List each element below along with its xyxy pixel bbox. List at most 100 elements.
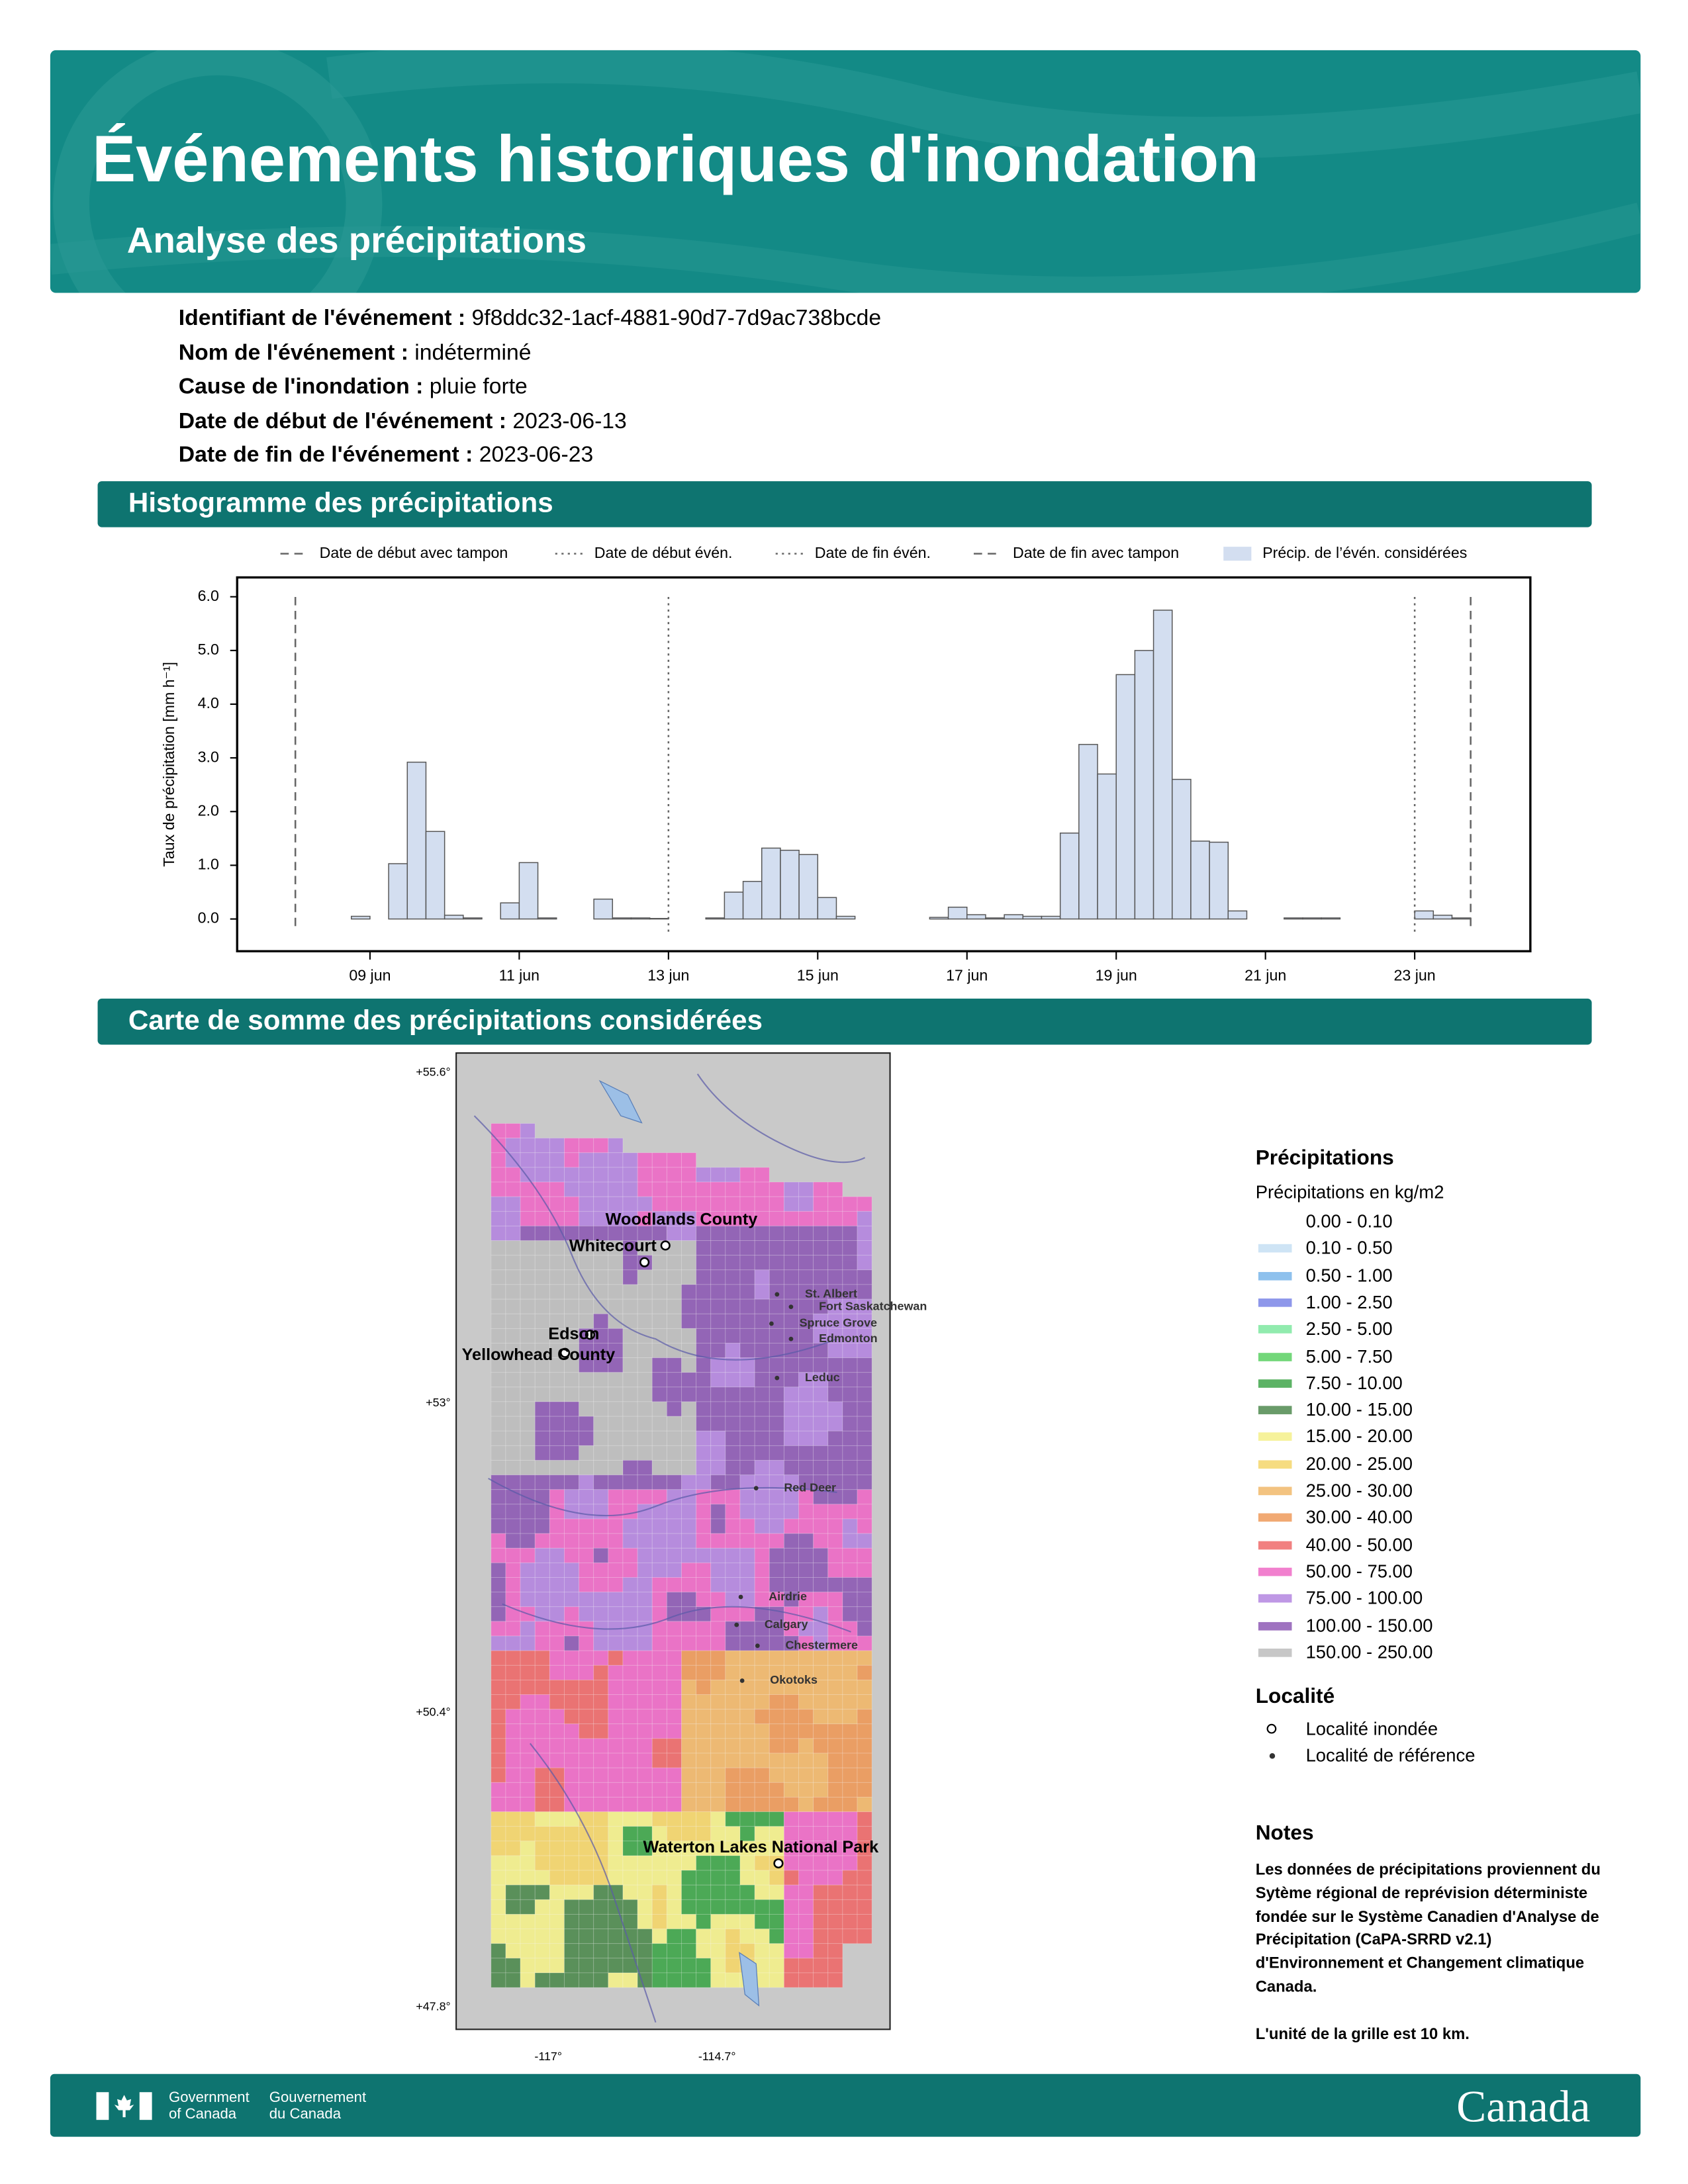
grid-cell: [491, 1738, 506, 1754]
grid-cell: [769, 1811, 784, 1827]
grid-cell: [696, 1870, 712, 1886]
grid-cell: [725, 1284, 741, 1300]
grid-cell: [754, 1430, 770, 1446]
grid-cell: [681, 1592, 697, 1608]
grid-cell: [520, 1255, 536, 1271]
grid-cell: [666, 1782, 682, 1797]
grid-cell: [593, 1782, 609, 1797]
grid-cell: [681, 1167, 697, 1183]
grid-cell: [827, 1694, 843, 1710]
legend-class-label: 30.00 - 40.00: [1305, 1506, 1413, 1528]
grid-cell: [608, 1284, 624, 1300]
grid-cell: [505, 1123, 521, 1139]
grid-cell: [491, 1167, 506, 1183]
grid-cell: [505, 1387, 521, 1402]
grid-cell: [549, 1797, 565, 1812]
grid-cell: [520, 1313, 536, 1329]
grid-cell: [505, 1284, 521, 1300]
grid-cell: [637, 1767, 653, 1783]
grid-cell: [769, 1752, 784, 1768]
grid-cell: [739, 1723, 755, 1739]
histogram-bar: [1190, 841, 1210, 920]
grid-cell: [491, 1811, 506, 1827]
grid-cell: [534, 1475, 550, 1490]
grid-cell: [710, 1196, 726, 1212]
grid-cell: [666, 1679, 682, 1695]
grid-cell: [549, 1401, 565, 1417]
grid-cell: [505, 1635, 521, 1651]
grid-cell: [549, 1738, 565, 1754]
grid-cell: [666, 1518, 682, 1534]
grid-cell: [622, 1196, 638, 1212]
grid-cell: [681, 1958, 697, 1974]
histogram-bar: [1004, 914, 1024, 920]
legend-label: Date de fin évén.: [815, 544, 931, 561]
grid-cell: [549, 1723, 565, 1739]
grid-cell: [505, 1650, 521, 1666]
grid-cell: [491, 1416, 506, 1432]
grid-cell: [520, 1797, 536, 1812]
grid-cell: [813, 1269, 829, 1285]
x-tick-label: 23 jun: [1394, 966, 1436, 983]
grid-cell: [754, 1255, 770, 1271]
grid-cell: [637, 1855, 653, 1871]
grid-cell: [666, 1709, 682, 1725]
grid-cell: [637, 1914, 653, 1930]
grid-cell: [798, 1401, 814, 1417]
histogram-bar: [1152, 610, 1173, 920]
grid-cell: [725, 1269, 741, 1285]
grid-cell: [534, 1899, 550, 1915]
grid-cell: [520, 1709, 536, 1725]
grid-cell: [769, 1196, 784, 1212]
grid-cell: [651, 1562, 667, 1578]
grid-cell: [769, 1547, 784, 1563]
legend-title: Précipitations: [1255, 1146, 1394, 1171]
grid-cell: [710, 1504, 726, 1520]
histogram-bar: [1022, 915, 1043, 920]
grid-cell: [491, 1972, 506, 1988]
grid-cell: [783, 1387, 799, 1402]
histogram-bar: [1172, 778, 1192, 920]
grid-cell: [505, 1460, 521, 1476]
grid-cell: [739, 1518, 755, 1534]
legend-symbol: [1269, 1753, 1276, 1759]
legend-swatch: [1223, 547, 1252, 561]
grid-cell: [666, 1372, 682, 1388]
grid-cell: [783, 1870, 799, 1886]
grid-cell: [696, 1298, 712, 1314]
grid-cell: [827, 1929, 843, 1944]
y-tick-label: 5.0: [198, 641, 219, 658]
grid-cell: [520, 1240, 536, 1256]
legend-class-label: 20.00 - 25.00: [1305, 1453, 1413, 1474]
grid-cell: [725, 1181, 741, 1197]
grid-cell: [681, 1152, 697, 1168]
grid-cell: [739, 1855, 755, 1871]
grid-cell: [754, 1694, 770, 1710]
grid-cell: [608, 1401, 624, 1417]
grid-cell: [534, 1504, 550, 1520]
grid-cell: [827, 1884, 843, 1900]
grid-cell: [491, 1679, 506, 1695]
grid-cell: [798, 1943, 814, 1959]
grid-cell: [534, 1621, 550, 1637]
flooded-locality: [585, 1330, 596, 1340]
grid-cell: [798, 1445, 814, 1461]
grid-cell: [534, 1152, 550, 1168]
grid-cell: [696, 1372, 712, 1388]
grid-cell: [696, 1269, 712, 1285]
grid-cell: [622, 1475, 638, 1490]
grid-cell: [520, 1811, 536, 1827]
grid-cell: [813, 1255, 829, 1271]
grid-cell: [564, 1650, 580, 1666]
grid-cell: [622, 1255, 638, 1271]
grid-cell: [783, 1269, 799, 1285]
grid-cell: [666, 1592, 682, 1608]
grid-cell: [608, 1826, 624, 1842]
grid-cell: [710, 1181, 726, 1197]
grid-cell: [593, 1489, 609, 1505]
grid-cell: [491, 1152, 506, 1168]
grid-cell: [505, 1430, 521, 1446]
grid-cell: [696, 1387, 712, 1402]
grid-cell: [696, 1181, 712, 1197]
